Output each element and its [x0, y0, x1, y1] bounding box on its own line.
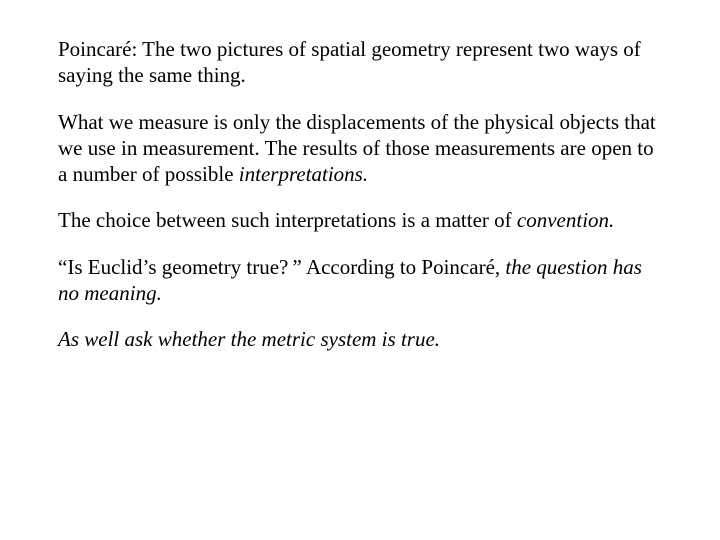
paragraph-3-italic: convention. — [517, 208, 614, 232]
paragraph-5-italic: As well ask whether the metric system is… — [58, 327, 440, 351]
paragraph-3-text: The choice between such interpretations … — [58, 208, 517, 232]
paragraph-2-italic: interpretations. — [239, 162, 368, 186]
paragraph-1: Poincaré: The two pictures of spatial ge… — [58, 36, 662, 89]
paragraph-3: The choice between such interpretations … — [58, 207, 662, 233]
paragraph-4-text: “Is Euclid’s geometry true? ” According … — [58, 255, 505, 279]
paragraph-5: As well ask whether the metric system is… — [58, 326, 662, 352]
paragraph-2: What we measure is only the displacement… — [58, 109, 662, 188]
paragraph-1-text: Poincaré: The two pictures of spatial ge… — [58, 37, 641, 87]
paragraph-4: “Is Euclid’s geometry true? ” According … — [58, 254, 662, 307]
document-page: Poincaré: The two pictures of spatial ge… — [0, 0, 720, 540]
